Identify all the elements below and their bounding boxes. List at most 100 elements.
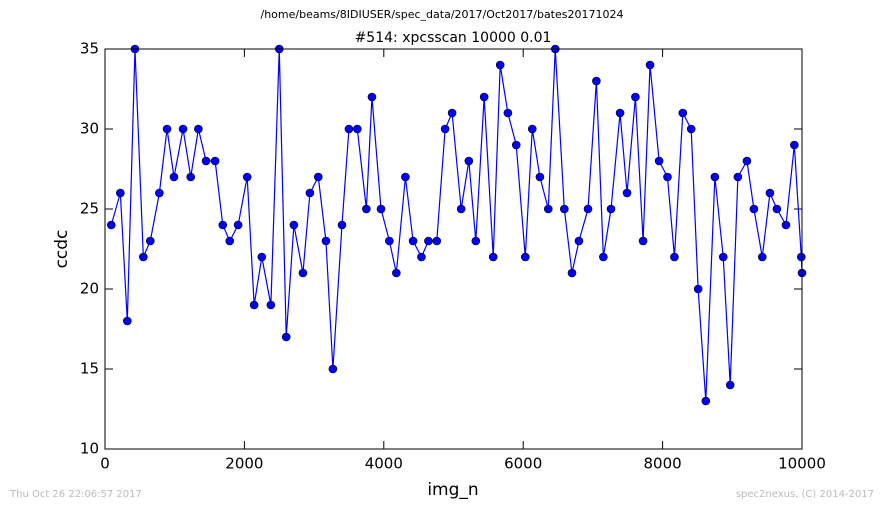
- y-axis-label: ccdc: [52, 230, 72, 269]
- point: [479, 92, 489, 102]
- point: [417, 252, 426, 262]
- point: [298, 268, 308, 278]
- point: [645, 60, 655, 70]
- point: [139, 252, 148, 262]
- point: [535, 172, 545, 182]
- point: [527, 124, 537, 134]
- point: [471, 236, 481, 246]
- point: [592, 76, 601, 86]
- point: [654, 156, 664, 166]
- y-tick-label: 10: [80, 440, 99, 458]
- point: [289, 220, 299, 230]
- point: [162, 124, 172, 134]
- point: [710, 172, 720, 182]
- x-axis-label: img_n: [427, 480, 478, 500]
- point: [543, 204, 553, 214]
- point: [392, 268, 401, 278]
- point: [638, 236, 648, 246]
- point: [362, 204, 371, 214]
- point: [693, 284, 703, 294]
- point: [328, 364, 338, 374]
- suptitle: /home/beams/8IDIUSER/spec_data/2017/Oct2…: [261, 8, 624, 21]
- point: [201, 156, 211, 166]
- point: [670, 252, 679, 262]
- point: [772, 204, 782, 214]
- point: [574, 236, 584, 246]
- point: [718, 252, 728, 262]
- point: [353, 124, 362, 134]
- point: [432, 236, 442, 246]
- x-tick-label: 0: [100, 455, 110, 473]
- point: [464, 156, 474, 166]
- point: [155, 188, 164, 198]
- point: [321, 236, 331, 246]
- point: [210, 156, 220, 166]
- point: [367, 92, 377, 102]
- point: [313, 172, 323, 182]
- point: [337, 220, 347, 230]
- point: [169, 172, 179, 182]
- point: [631, 92, 640, 102]
- point: [225, 236, 235, 246]
- point: [615, 108, 625, 118]
- x-tick-label: 4000: [365, 455, 403, 473]
- point: [218, 220, 228, 230]
- point: [447, 108, 457, 118]
- point: [186, 172, 196, 182]
- y-tick-label: 30: [80, 120, 99, 138]
- point: [401, 172, 410, 182]
- point: [376, 204, 386, 214]
- x-tick-label: 6000: [504, 455, 542, 473]
- point: [123, 316, 132, 326]
- point: [511, 140, 521, 150]
- x-tick-label: 8000: [644, 455, 682, 473]
- x-tick-label: 2000: [225, 455, 263, 473]
- point: [725, 380, 735, 390]
- point: [520, 252, 530, 262]
- point: [106, 220, 116, 230]
- point: [781, 220, 791, 230]
- y-tick-label: 25: [80, 200, 99, 218]
- point: [678, 108, 688, 118]
- point: [305, 188, 315, 198]
- point: [790, 140, 799, 150]
- point: [178, 124, 188, 134]
- point: [116, 188, 125, 198]
- chart-title: #514: xpcsscan 10000 0.01: [355, 30, 552, 46]
- point: [567, 268, 577, 278]
- point: [233, 220, 243, 230]
- footer-left: Thu Oct 26 22:06:57 2017: [9, 489, 142, 500]
- point: [599, 252, 608, 262]
- point: [440, 124, 450, 134]
- point: [560, 204, 569, 214]
- point: [344, 124, 354, 134]
- point: [424, 236, 433, 246]
- point: [757, 252, 767, 262]
- point: [257, 252, 267, 262]
- point: [194, 124, 203, 134]
- point: [146, 236, 155, 246]
- point: [488, 252, 498, 262]
- point: [765, 188, 775, 198]
- point: [733, 172, 743, 182]
- footer-right: spec2nexus, (C) 2014-2017: [736, 489, 874, 500]
- y-tick-label: 15: [80, 360, 99, 378]
- point: [385, 236, 394, 246]
- y-tick-label: 20: [80, 280, 99, 298]
- point: [797, 252, 806, 262]
- point: [606, 204, 616, 214]
- point: [408, 236, 418, 246]
- point: [742, 156, 752, 166]
- point: [249, 300, 259, 310]
- plot-frame: [104, 48, 803, 450]
- point: [456, 204, 466, 214]
- point: [503, 108, 513, 118]
- x-tick-label: 10000: [778, 455, 826, 473]
- point: [242, 172, 252, 182]
- point: [701, 396, 711, 406]
- point: [583, 204, 593, 214]
- point: [281, 332, 291, 342]
- point: [686, 124, 696, 134]
